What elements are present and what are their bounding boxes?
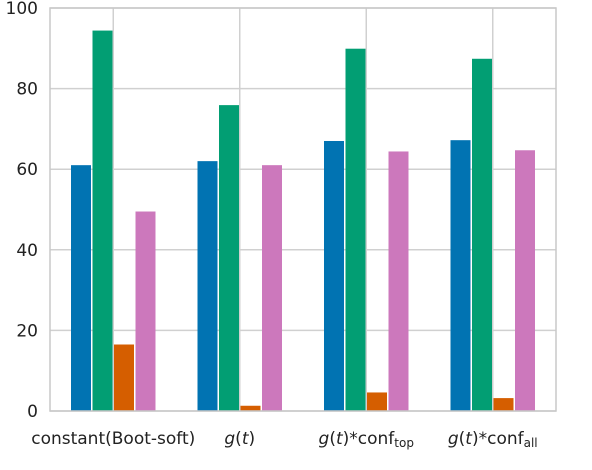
bar-3-cat-1 [114,344,134,411]
x-tick-label: g(t) [224,429,255,449]
bar-2-cat-2 [219,105,239,412]
bar-4-cat-3 [388,151,409,411]
x-tick-label: g(t)*conftop [319,429,414,450]
bar-2-cat-3 [345,48,366,411]
y-tick-label: 20 [16,321,38,341]
x-tick-label: constant(Boot-soft) [31,429,195,449]
bar-1-cat-4 [450,140,471,411]
bar-2-cat-1 [92,30,113,412]
bar-3-cat-4 [493,398,514,411]
plot-border [49,7,557,412]
bar-1-cat-1 [71,165,91,411]
y-tick-label: 40 [16,241,38,261]
y-tick-label: 80 [16,80,38,100]
plot-frame [49,7,557,412]
x-tick-label: g(t)*confall [448,429,538,450]
bar-2-cat-4 [472,58,492,411]
x-axis-labels: constant(Boot-soft) g(t) g(t)*conftop g(t)*… [31,429,537,450]
y-axis-ticks: 0 20 40 60 80 100 [6,0,38,422]
y-tick-label: 60 [16,160,38,180]
bar-4-cat-4 [515,150,535,411]
bar-1-cat-2 [197,161,218,411]
bar-3-cat-2 [240,405,261,411]
bar-4-cat-2 [262,165,282,411]
bar-4-cat-1 [135,211,156,411]
y-tick-label: 0 [27,402,38,422]
bars [71,30,535,412]
y-tick-label: 100 [6,0,38,19]
bar-3-cat-3 [367,392,387,411]
bar-1-cat-3 [324,140,344,412]
